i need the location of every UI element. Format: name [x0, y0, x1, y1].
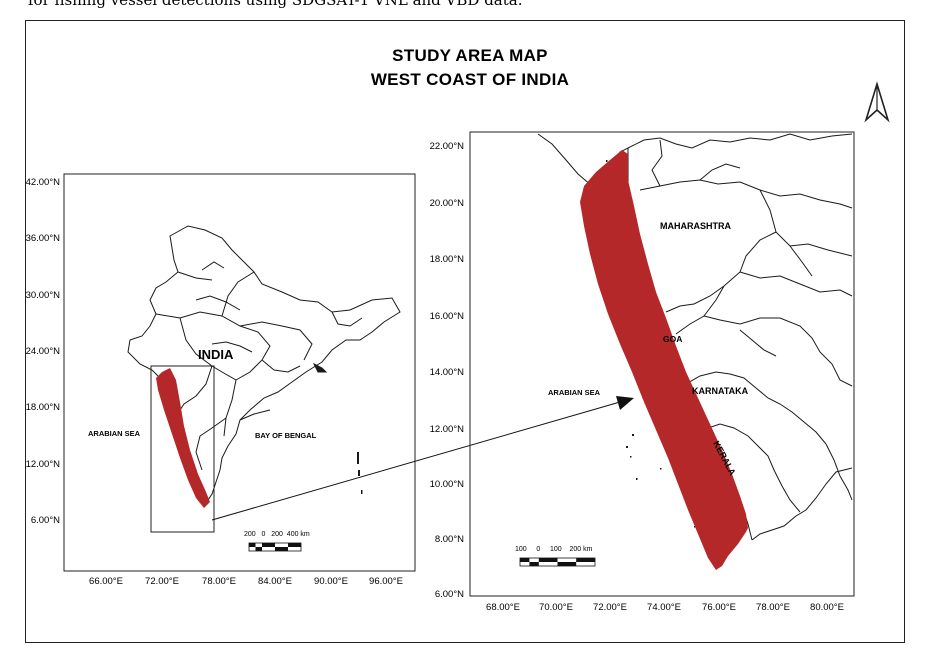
- right-map-frame: [469, 131, 855, 597]
- connector-arrow: [211, 396, 634, 521]
- right-lon-tick: 70.00°E: [539, 602, 573, 613]
- left-map-frame: [63, 173, 416, 572]
- label-arabian-sea-left: ARABIAN SEA: [88, 429, 141, 438]
- left-lat-tick: 18.00°N: [26, 402, 61, 413]
- study-area-right: [580, 150, 748, 570]
- right-lat-tick: 20.00°N: [430, 198, 465, 209]
- right-scalebar-label: 100 0 100 200 km: [515, 546, 593, 553]
- map-title-line1: STUDY AREA MAP: [392, 46, 548, 65]
- label-india: INDIA: [198, 347, 234, 362]
- left-lat-axis: 42.00°N 36.00°N 30.00°N 24.00°N 18.00°N …: [26, 177, 61, 526]
- right-lon-tick: 68.00°E: [486, 602, 520, 613]
- left-lat-tick: 6.00°N: [31, 515, 60, 526]
- lakshadweep-islands: [606, 160, 696, 528]
- andaman-islands: [357, 452, 363, 494]
- left-lon-tick: 78.00°E: [202, 576, 236, 587]
- india-outline: [127, 225, 401, 501]
- left-lon-tick: 72.00°E: [145, 576, 179, 587]
- left-lon-tick: 84.00°E: [258, 576, 292, 587]
- left-lat-tick: 30.00°N: [26, 290, 61, 301]
- left-lon-tick: 96.00°E: [369, 576, 403, 587]
- right-lat-axis: 22.00°N 20.00°N 18.00°N 16.00°N 14.00°N …: [430, 141, 465, 600]
- right-lat-tick: 18.00°N: [430, 254, 465, 265]
- left-lon-tick: 90.00°E: [314, 576, 348, 587]
- right-lat-tick: 10.00°N: [430, 479, 465, 490]
- right-scalebar: 100 0 100 200 km: [515, 546, 596, 567]
- right-lat-tick: 8.00°N: [435, 534, 464, 545]
- label-bay-of-bengal: BAY OF BENGAL: [255, 431, 317, 440]
- figure-caption-fragment: for fishing vessel detections using SDGS…: [28, 0, 523, 9]
- left-lat-tick: 12.00°N: [26, 459, 61, 470]
- label-goa: GOA: [663, 334, 682, 344]
- right-lon-tick: 78.00°E: [756, 602, 790, 613]
- north-arrow-icon: [864, 81, 890, 123]
- right-lat-tick: 14.00°N: [430, 367, 465, 378]
- right-lat-tick: 16.00°N: [430, 311, 465, 322]
- right-lat-tick: 6.00°N: [435, 589, 464, 600]
- left-lat-tick: 24.00°N: [26, 346, 61, 357]
- map-frame: [25, 20, 905, 643]
- label-arabian-sea-right: ARABIAN SEA: [548, 388, 601, 397]
- right-lon-tick: 72.00°E: [593, 602, 627, 613]
- extent-box: [150, 365, 215, 533]
- left-lat-tick: 42.00°N: [26, 177, 61, 188]
- right-lat-tick: 22.00°N: [430, 141, 465, 152]
- right-lon-axis: 68.00°E 70.00°E 72.00°E 74.00°E 76.00°E …: [486, 602, 844, 613]
- left-lon-axis: 66.00°E 72.00°E 78.00°E 84.00°E 90.00°E …: [89, 576, 403, 587]
- left-lon-tick: 66.00°E: [89, 576, 123, 587]
- left-scalebar-label: 200 0 200 400 km: [244, 531, 310, 538]
- right-lon-tick: 76.00°E: [702, 602, 736, 613]
- left-scalebar: 200 0 200 400 km: [244, 531, 310, 552]
- right-lon-tick: 80.00°E: [810, 602, 844, 613]
- right-lat-tick: 12.00°N: [430, 424, 465, 435]
- right-lon-tick: 74.00°E: [647, 602, 681, 613]
- map-title-line2: WEST COAST OF INDIA: [370, 70, 570, 89]
- left-lat-tick: 36.00°N: [26, 233, 61, 244]
- study-area-left: [156, 368, 210, 508]
- label-maharashtra: MAHARASHTRA: [660, 221, 731, 231]
- label-karnataka: KARNATAKA: [692, 386, 749, 396]
